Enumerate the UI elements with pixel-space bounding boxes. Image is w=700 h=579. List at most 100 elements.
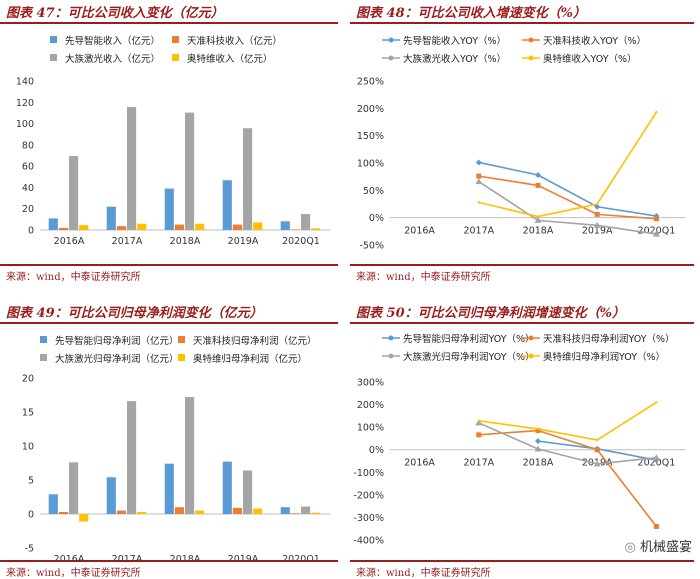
- legend-label: 天准科技归母净利润（亿元）: [193, 335, 317, 347]
- bar: [79, 225, 89, 230]
- y-tick-label: 200%: [357, 400, 384, 411]
- x-tick-label: 2016A: [404, 226, 435, 237]
- legend-swatch: [172, 36, 179, 43]
- x-tick-label: 2019A: [582, 226, 613, 237]
- legend-label: 奥特维归母净利润（亿元）: [193, 353, 307, 365]
- point: [653, 523, 659, 529]
- point: [655, 401, 658, 404]
- series-line: [478, 180, 657, 235]
- point: [475, 419, 483, 426]
- point: [653, 216, 659, 222]
- bar: [58, 511, 68, 514]
- chart-title: 图表 47：可比公司收入变化（亿元）: [6, 6, 224, 21]
- bar: [69, 462, 79, 514]
- y-tick-label: 150%: [357, 131, 384, 142]
- point: [475, 159, 482, 166]
- point: [535, 172, 541, 179]
- y-tick-label: -200%: [353, 490, 384, 501]
- point: [476, 173, 482, 179]
- bar: [301, 506, 311, 514]
- bar: [243, 470, 253, 514]
- y-tick-label: 100%: [357, 423, 384, 434]
- y-tick-label: 120: [16, 98, 34, 109]
- point: [536, 427, 540, 431]
- y-tick-label: 0: [28, 226, 34, 237]
- y-tick-label: 60: [22, 162, 34, 173]
- bar: [232, 507, 242, 514]
- legend-label: 奥特维收入YOY（%）: [543, 53, 637, 65]
- bar: [290, 513, 300, 514]
- legend-label: 大族激光归母净利润（亿元）: [55, 353, 179, 365]
- source-text: 来源：wind，中泰证券研究所: [6, 272, 141, 283]
- x-tick-label: 2017A: [112, 236, 143, 247]
- point: [477, 419, 480, 423]
- panel-revenue-growth: 图表 48：可比公司收入增速变化（%） 先导智能收入YOY（%） 天准科技收入YO…: [350, 0, 694, 289]
- bar: [185, 112, 195, 230]
- legend-marker: [388, 353, 394, 359]
- y-tick-label: 0: [28, 510, 34, 521]
- legend-swatch: [40, 354, 47, 361]
- x-tick-label: 2019A: [228, 236, 259, 247]
- point: [534, 445, 542, 452]
- legend-swatch: [178, 336, 185, 343]
- legend-label: 先导智能收入（亿元）: [65, 35, 160, 47]
- source-text: 来源：wind，中泰证券研究所: [6, 568, 141, 579]
- bar: [311, 512, 321, 514]
- point: [535, 438, 541, 445]
- y-tick-label: 250%: [357, 77, 384, 88]
- chart-net-profit-growth: 先导智能归母净利润YOY（%） 天准科技归母净利润YOY（%） 大族激光归母净利润Y…: [353, 333, 686, 547]
- bar: [311, 228, 321, 230]
- bar: [301, 214, 311, 230]
- source-bar: 来源：wind，中泰证券研究所: [0, 264, 338, 283]
- bar: [48, 494, 58, 514]
- panel-title-bar: 图表 49：可比公司归母净利润变化（亿元）: [0, 300, 338, 324]
- y-tick-label: 300%: [357, 378, 384, 389]
- y-tick-label: 0%: [369, 213, 384, 224]
- bar: [106, 477, 116, 514]
- y-tick-label: 40: [22, 183, 34, 194]
- source-text: 来源：wind，中泰证券研究所: [356, 568, 491, 579]
- point: [535, 182, 541, 188]
- point: [535, 428, 541, 434]
- legend-label: 先导智能归母净利润YOY（%）: [403, 333, 535, 345]
- y-tick-label: 0%: [369, 445, 384, 456]
- y-tick-label: -5: [25, 544, 34, 555]
- legend-label: 天准科技收入（亿元）: [187, 35, 282, 47]
- point: [593, 460, 601, 467]
- bar: [280, 221, 290, 230]
- bar: [280, 507, 290, 514]
- watermark: ◎ 机械盛宴: [625, 536, 693, 555]
- source-bar: 来源：wind，中泰证券研究所: [0, 560, 338, 579]
- y-tick-label: 10: [22, 442, 34, 453]
- bar: [137, 223, 147, 230]
- panel-net-profit: 图表 49：可比公司归母净利润变化（亿元） 先导智能归母净利润（亿元） 天准科技归…: [0, 300, 338, 579]
- y-tick-label: -300%: [353, 513, 384, 524]
- bar: [253, 222, 263, 230]
- legend-label: 天准科技归母净利润YOY（%）: [543, 333, 675, 345]
- bar: [127, 401, 137, 514]
- y-tick-label: 5: [28, 476, 34, 487]
- series-line: [478, 111, 658, 218]
- wechat-icon: ◎: [624, 540, 640, 555]
- legend-swatch: [172, 54, 179, 61]
- chart-title: 图表 49：可比公司归母净利润变化（亿元）: [6, 306, 263, 321]
- chart-net-profit: 先导智能归母净利润（亿元） 天准科技归母净利润（亿元） 大族激光归母净利润（亿元） 奥…: [22, 335, 330, 560]
- legend-label: 奥特维归母净利润YOY（%）: [543, 351, 665, 363]
- y-tick-label: 50%: [363, 186, 384, 197]
- bar: [290, 229, 300, 230]
- series-line: [478, 422, 657, 465]
- x-tick-label: 2018A: [523, 226, 554, 237]
- source-bar: 来源：wind，中泰证券研究所: [350, 560, 694, 579]
- bar: [232, 224, 242, 230]
- bar: [106, 206, 116, 230]
- bar: [195, 223, 205, 230]
- series-line: [478, 429, 658, 527]
- legend-marker: [528, 335, 534, 341]
- y-tick-label: 80: [22, 140, 34, 151]
- point: [594, 203, 601, 210]
- point: [596, 202, 599, 206]
- y-tick-label: 100: [16, 119, 34, 130]
- x-tick-label: 2020Q1: [282, 236, 320, 247]
- legend-marker: [388, 37, 394, 43]
- point: [655, 110, 658, 114]
